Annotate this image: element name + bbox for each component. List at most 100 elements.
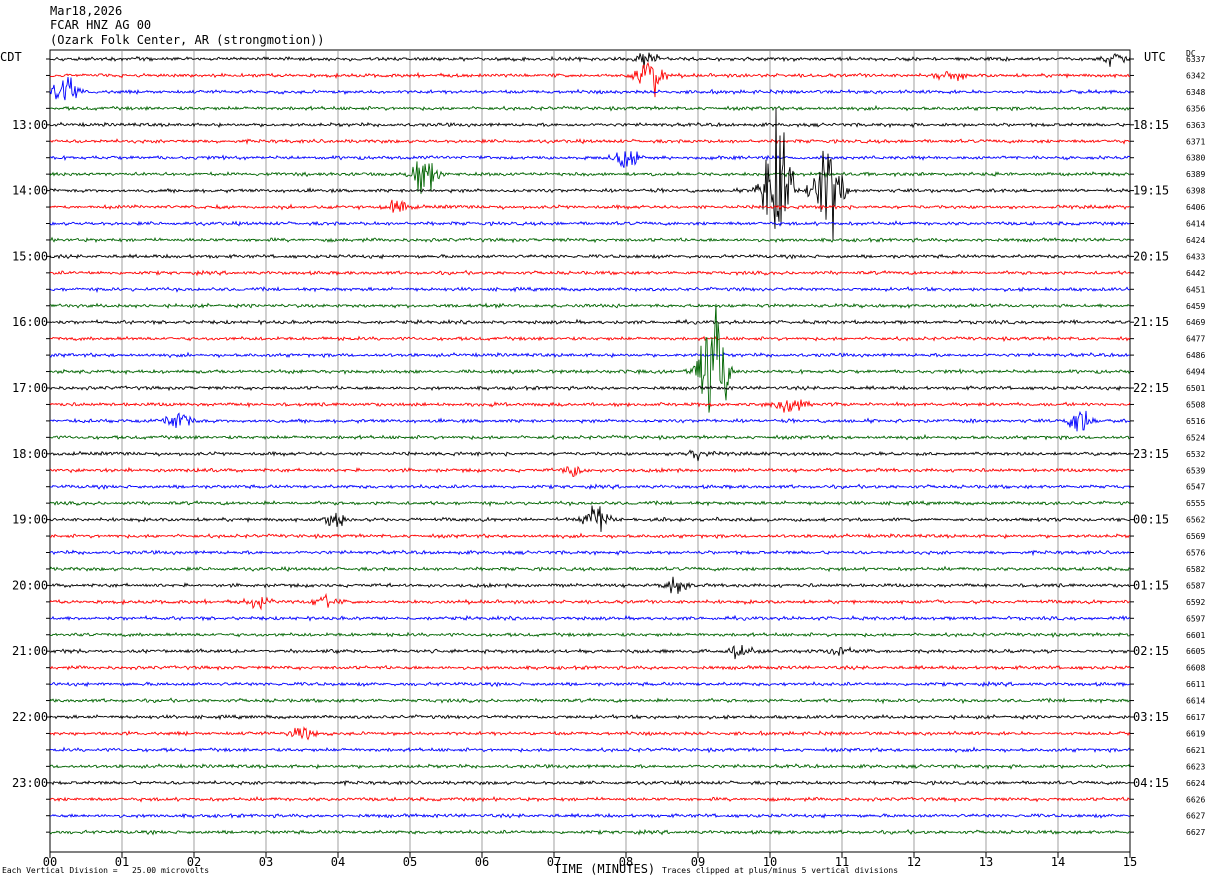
x-tick-label: 08: [619, 855, 633, 869]
left-hour-label: 21:00: [12, 644, 48, 658]
right-hour-label: 18:15: [1133, 118, 1169, 132]
dc-offset-label: 6442: [1186, 269, 1205, 278]
x-tick-label: 09: [691, 855, 705, 869]
dc-offset-label: 6592: [1186, 598, 1205, 607]
dc-offset-label: 6337: [1186, 55, 1205, 64]
seismic-trace: [49, 592, 1131, 611]
left-hour-label: 23:00: [12, 776, 48, 790]
scale-note: Each Vertical Division = 25.00 microvolt…: [2, 866, 210, 875]
seismic-trace: [49, 199, 1130, 213]
dc-offset-label: 6576: [1186, 549, 1205, 558]
right-hour-label: 01:15: [1133, 578, 1169, 592]
dc-header-label: DC: [1186, 49, 1196, 58]
plot-frame: [49, 49, 1131, 853]
location-label: (Ozark Folk Center, AR (strongmotion)): [50, 33, 325, 47]
right-hour-label: 00:15: [1133, 513, 1169, 527]
seismic-trace: [49, 779, 1131, 787]
dc-offset-label: 6569: [1186, 532, 1205, 541]
dc-offset-label: 6619: [1186, 729, 1205, 738]
x-tick-label: 15: [1123, 855, 1137, 869]
seismic-trace: [49, 644, 1131, 660]
seismic-trace: [49, 52, 1131, 69]
seismic-trace: [49, 61, 1131, 98]
seismic-trace: [49, 76, 1131, 101]
dc-offset-label: 6508: [1186, 400, 1205, 409]
seismic-trace: [49, 713, 1131, 721]
x-tick-label: 07: [547, 855, 561, 869]
seismic-trace: [50, 532, 1131, 540]
right-hour-label: 23:15: [1133, 447, 1169, 461]
left-hour-label: 15:00: [12, 249, 48, 263]
right-timezone-label: UTC: [1144, 50, 1166, 64]
dc-offset-label: 6380: [1186, 154, 1205, 163]
dc-offset-label: 6524: [1186, 433, 1205, 442]
dc-offset-label: 6562: [1186, 516, 1205, 525]
dc-offset-label: 6597: [1186, 614, 1205, 623]
x-tick-label: 12: [907, 855, 921, 869]
seismic-trace: [49, 465, 1131, 478]
dc-offset-label: 6363: [1186, 121, 1205, 130]
left-hour-label: 13:00: [12, 118, 48, 132]
x-tick-label: 03: [259, 855, 273, 869]
seismic-trace: [49, 631, 1131, 639]
dc-offset-label: 6516: [1186, 417, 1205, 426]
station-label: FCAR HNZ AG 00: [50, 18, 152, 32]
dc-offset-label: 6414: [1186, 220, 1205, 229]
x-tick-label: 14: [1051, 855, 1065, 869]
seismic-trace: [49, 828, 1131, 836]
right-hour-label: 22:15: [1133, 381, 1169, 395]
seismic-trace: [49, 335, 1131, 342]
right-hour-label: 20:15: [1133, 249, 1169, 263]
dc-offset-label: 6539: [1186, 466, 1205, 475]
seismic-trace: [49, 763, 1131, 770]
seismic-trace: [49, 302, 1131, 309]
dc-offset-label: 6587: [1186, 581, 1205, 590]
seismic-trace: [49, 236, 1131, 244]
seismic-trace: [49, 151, 1130, 168]
dc-offset-label: 6451: [1186, 285, 1205, 294]
seismic-trace: [49, 161, 1131, 194]
seismic-trace: [49, 269, 1131, 277]
seismic-trace: [49, 697, 1131, 705]
x-tick-label: 10: [763, 855, 777, 869]
left-hour-label: 16:00: [12, 315, 48, 329]
seismic-trace: [49, 449, 1131, 462]
x-tick-label: 05: [403, 855, 417, 869]
seismic-trace: [49, 433, 1131, 441]
dc-offset-label: 6469: [1186, 318, 1205, 327]
seismic-trace: [49, 351, 1131, 359]
left-hour-label: 18:00: [12, 447, 48, 461]
seismic-trace: [49, 384, 1131, 392]
dc-offset-label: 6547: [1186, 483, 1205, 492]
seismic-trace: [49, 549, 1131, 557]
x-tick-label: 11: [835, 855, 849, 869]
seismic-trace: [49, 664, 1131, 672]
left-hour-label: 17:00: [12, 381, 48, 395]
x-tick-label: 02: [187, 855, 201, 869]
left-hour-label: 22:00: [12, 710, 48, 724]
dc-offset-label: 6605: [1186, 647, 1205, 656]
dc-offset-label: 6342: [1186, 71, 1205, 80]
seismic-trace: [49, 121, 1131, 129]
dc-offset-label: 6459: [1186, 302, 1205, 311]
seismic-trace: [49, 746, 1131, 754]
date-label: Mar18,2026: [50, 4, 123, 18]
right-hour-label: 03:15: [1133, 710, 1169, 724]
dc-offset-label: 6371: [1186, 137, 1205, 146]
dc-offset-label: 6621: [1186, 746, 1205, 755]
dc-offset-label: 6389: [1186, 170, 1205, 179]
seismic-trace: [49, 812, 1131, 819]
dc-offset-label: 6623: [1186, 762, 1205, 771]
seismic-trace: [49, 614, 1131, 622]
dc-offset-label: 6348: [1186, 88, 1205, 97]
seismic-trace: [49, 303, 1131, 413]
left-hour-label: 20:00: [12, 578, 48, 592]
seismic-trace: [49, 505, 1131, 532]
dc-offset-label: 6601: [1186, 631, 1205, 640]
x-tick-label: 04: [331, 855, 345, 869]
seismic-trace: [49, 726, 1131, 741]
dc-offset-label: 6614: [1186, 697, 1205, 706]
dc-offset-label: 6424: [1186, 236, 1205, 245]
dc-offset-label: 6494: [1186, 368, 1205, 377]
